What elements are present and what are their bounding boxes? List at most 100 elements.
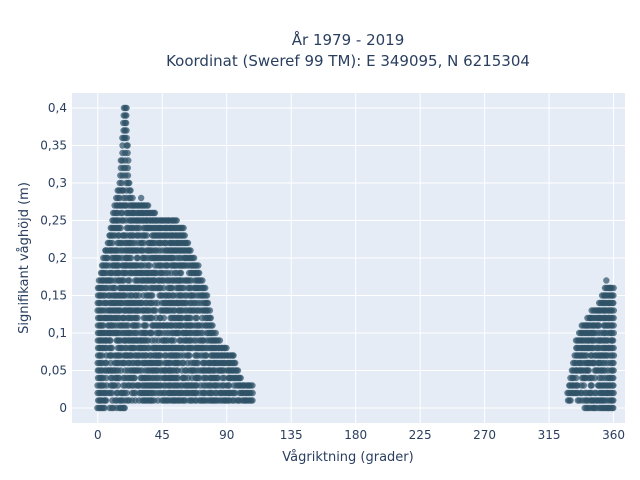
data-point <box>610 404 617 412</box>
data-point <box>195 269 203 277</box>
data-point <box>580 382 588 389</box>
data-point <box>610 284 617 292</box>
y-axis-ticks: 0 0,05 0,1 0,15 0,2 0,25 0,3 0,35 0,4 <box>40 101 67 415</box>
x-tick-label: 360 <box>602 428 625 442</box>
y-tick-label: 0,2 <box>48 251 67 265</box>
data-point <box>181 232 188 239</box>
data-point <box>187 314 194 322</box>
data-point <box>199 277 206 284</box>
data-point <box>117 224 124 232</box>
data-point <box>123 134 130 142</box>
data-point <box>124 142 131 149</box>
data-point <box>249 382 256 389</box>
x-tick-label: 135 <box>280 428 303 442</box>
data-point <box>610 382 617 389</box>
data-point <box>123 104 130 112</box>
data-point <box>230 352 237 359</box>
data-point <box>216 337 224 344</box>
data-point <box>603 277 610 284</box>
data-point <box>184 239 192 247</box>
data-point <box>134 314 141 322</box>
data-point <box>124 149 131 157</box>
data-point <box>151 209 159 217</box>
data-point <box>234 367 242 374</box>
y-tick-label: 0,1 <box>48 326 67 340</box>
data-point <box>209 322 216 329</box>
x-tick-label: 45 <box>155 428 170 442</box>
data-point <box>137 194 145 202</box>
data-point <box>212 329 219 337</box>
data-point <box>214 374 222 382</box>
data-point <box>585 367 592 374</box>
data-point <box>144 202 152 209</box>
data-point <box>610 307 617 314</box>
data-point <box>610 344 617 352</box>
y-tick-label: 0,3 <box>48 176 67 190</box>
chart-title-line-2: Koordinat (Sweref 99 TM): E 349095, N 62… <box>166 52 530 70</box>
data-point <box>101 404 108 412</box>
data-point <box>108 344 116 352</box>
data-point <box>160 314 168 322</box>
x-axis-ticks: 0 45 90 135 180 225 270 315 360 <box>94 428 625 442</box>
data-point <box>595 322 603 329</box>
data-point <box>125 157 132 164</box>
data-point <box>108 389 116 397</box>
data-point <box>609 337 617 344</box>
data-point <box>131 374 138 382</box>
data-point <box>572 374 580 382</box>
y-tick-label: 0,35 <box>40 139 67 153</box>
data-point <box>249 389 256 397</box>
data-point <box>225 382 233 389</box>
data-point <box>186 352 193 359</box>
data-point <box>588 382 595 389</box>
data-point <box>249 397 256 404</box>
x-tick-label: 180 <box>344 428 367 442</box>
data-point <box>202 284 209 292</box>
data-point <box>610 314 617 322</box>
y-tick-label: 0,25 <box>40 214 67 228</box>
y-tick-label: 0,15 <box>40 289 67 303</box>
data-point <box>190 254 198 262</box>
data-point <box>232 359 239 367</box>
data-point <box>123 389 131 397</box>
data-point <box>114 382 122 389</box>
data-point <box>207 314 214 322</box>
y-axis-label: Signifikant våghöjd (m) <box>17 182 32 334</box>
data-point <box>124 172 132 179</box>
data-point <box>122 119 130 127</box>
data-point <box>567 397 574 404</box>
data-point <box>204 299 212 307</box>
data-point <box>195 262 202 269</box>
data-point <box>148 329 156 337</box>
data-point <box>152 307 159 314</box>
data-point <box>591 374 599 382</box>
data-point <box>102 397 110 404</box>
x-tick-label: 315 <box>538 428 561 442</box>
x-tick-label: 270 <box>473 428 496 442</box>
x-axis-label: Vågriktning (grader) <box>282 450 413 465</box>
data-point <box>129 194 136 202</box>
data-point <box>610 329 617 337</box>
data-point <box>123 127 130 134</box>
x-tick-label: 0 <box>94 428 102 442</box>
data-point <box>187 247 194 254</box>
data-point <box>143 232 151 239</box>
chart-title-line-1: År 1979 - 2019 <box>292 30 405 49</box>
data-point <box>149 292 156 299</box>
data-point <box>111 284 119 292</box>
data-point <box>610 397 617 404</box>
data-point <box>146 262 153 269</box>
data-point <box>203 292 211 299</box>
data-point <box>180 224 187 232</box>
grid-lines <box>72 93 625 423</box>
data-point <box>142 322 150 329</box>
y-tick-label: 0 <box>59 401 67 415</box>
data-point <box>610 367 617 374</box>
data-point <box>134 254 141 262</box>
data-point <box>160 284 167 292</box>
data-point <box>173 217 180 224</box>
data-point <box>127 187 134 194</box>
data-point <box>127 254 135 262</box>
data-point <box>610 292 617 299</box>
